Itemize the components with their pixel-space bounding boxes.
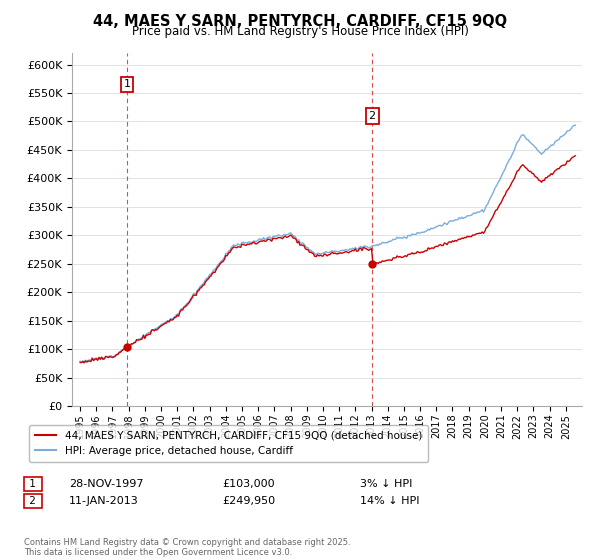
Text: £249,950: £249,950	[222, 496, 275, 506]
Legend: 44, MAES Y SARN, PENTYRCH, CARDIFF, CF15 9QQ (detached house), HPI: Average pric: 44, MAES Y SARN, PENTYRCH, CARDIFF, CF15…	[29, 424, 428, 463]
Text: 11-JAN-2013: 11-JAN-2013	[69, 496, 139, 506]
Text: Price paid vs. HM Land Registry's House Price Index (HPI): Price paid vs. HM Land Registry's House …	[131, 25, 469, 38]
Text: 3% ↓ HPI: 3% ↓ HPI	[360, 479, 412, 489]
Text: 28-NOV-1997: 28-NOV-1997	[69, 479, 143, 489]
Text: 44, MAES Y SARN, PENTYRCH, CARDIFF, CF15 9QQ: 44, MAES Y SARN, PENTYRCH, CARDIFF, CF15…	[93, 14, 507, 29]
Text: 2: 2	[368, 111, 376, 121]
Text: 1: 1	[26, 479, 40, 489]
Text: 1: 1	[124, 80, 131, 90]
Text: 14% ↓ HPI: 14% ↓ HPI	[360, 496, 419, 506]
Text: 2: 2	[26, 496, 40, 506]
Text: Contains HM Land Registry data © Crown copyright and database right 2025.
This d: Contains HM Land Registry data © Crown c…	[24, 538, 350, 557]
Text: £103,000: £103,000	[222, 479, 275, 489]
